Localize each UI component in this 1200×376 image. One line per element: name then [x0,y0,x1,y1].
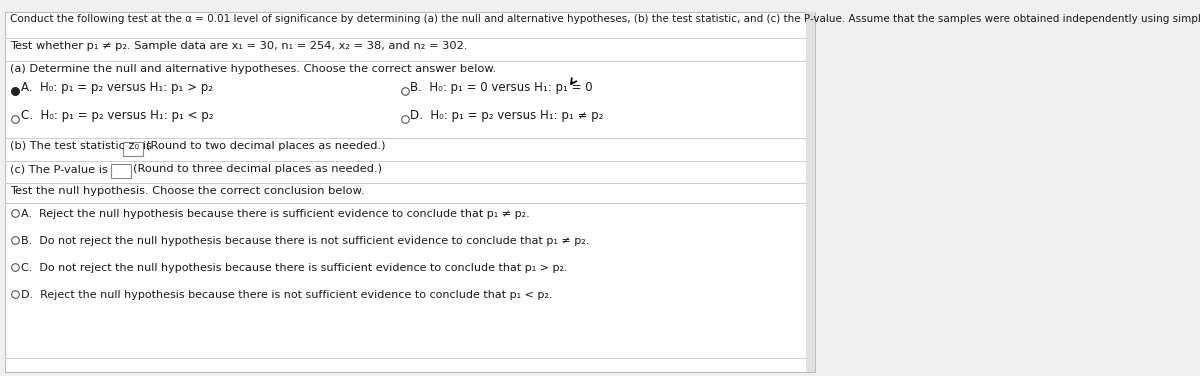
Text: (b) The test statistic z₀ is: (b) The test statistic z₀ is [10,141,158,151]
FancyBboxPatch shape [806,12,816,372]
FancyBboxPatch shape [6,12,816,372]
Text: (Round to two decimal places as needed.): (Round to two decimal places as needed.) [145,141,385,151]
Text: B.  Do not reject the null hypothesis because there is not sufficient evidence t: B. Do not reject the null hypothesis bec… [20,236,589,246]
Text: Test the null hypothesis. Choose the correct conclusion below.: Test the null hypothesis. Choose the cor… [10,186,364,196]
FancyBboxPatch shape [124,141,143,156]
Text: (a) Determine the null and alternative hypotheses. Choose the correct answer bel: (a) Determine the null and alternative h… [10,64,496,74]
Text: (c) The P-value is: (c) The P-value is [10,164,115,174]
Text: Conduct the following test at the α = 0.01 level of significance by determining : Conduct the following test at the α = 0.… [10,14,1200,24]
Text: (Round to three decimal places as needed.): (Round to three decimal places as needed… [133,164,382,174]
Text: C.  Do not reject the null hypothesis because there is sufficient evidence to co: C. Do not reject the null hypothesis bec… [20,263,568,273]
Text: C.  H₀: p₁ = p₂ versus H₁: p₁ < p₂: C. H₀: p₁ = p₂ versus H₁: p₁ < p₂ [20,109,214,121]
Text: D.  Reject the null hypothesis because there is not sufficient evidence to concl: D. Reject the null hypothesis because th… [20,290,552,300]
Text: A.  Reject the null hypothesis because there is sufficient evidence to conclude : A. Reject the null hypothesis because th… [20,209,529,219]
FancyBboxPatch shape [110,164,131,177]
Text: D.  H₀: p₁ = p₂ versus H₁: p₁ ≠ p₂: D. H₀: p₁ = p₂ versus H₁: p₁ ≠ p₂ [410,109,604,121]
Text: Test whether p₁ ≠ p₂. Sample data are x₁ = 30, n₁ = 254, x₂ = 38, and n₂ = 302.: Test whether p₁ ≠ p₂. Sample data are x₁… [10,41,467,51]
Text: B.  H₀: p₁ = 0 versus H₁: p₁ = 0: B. H₀: p₁ = 0 versus H₁: p₁ = 0 [410,80,593,94]
Text: A.  H₀: p₁ = p₂ versus H₁: p₁ > p₂: A. H₀: p₁ = p₂ versus H₁: p₁ > p₂ [20,80,212,94]
